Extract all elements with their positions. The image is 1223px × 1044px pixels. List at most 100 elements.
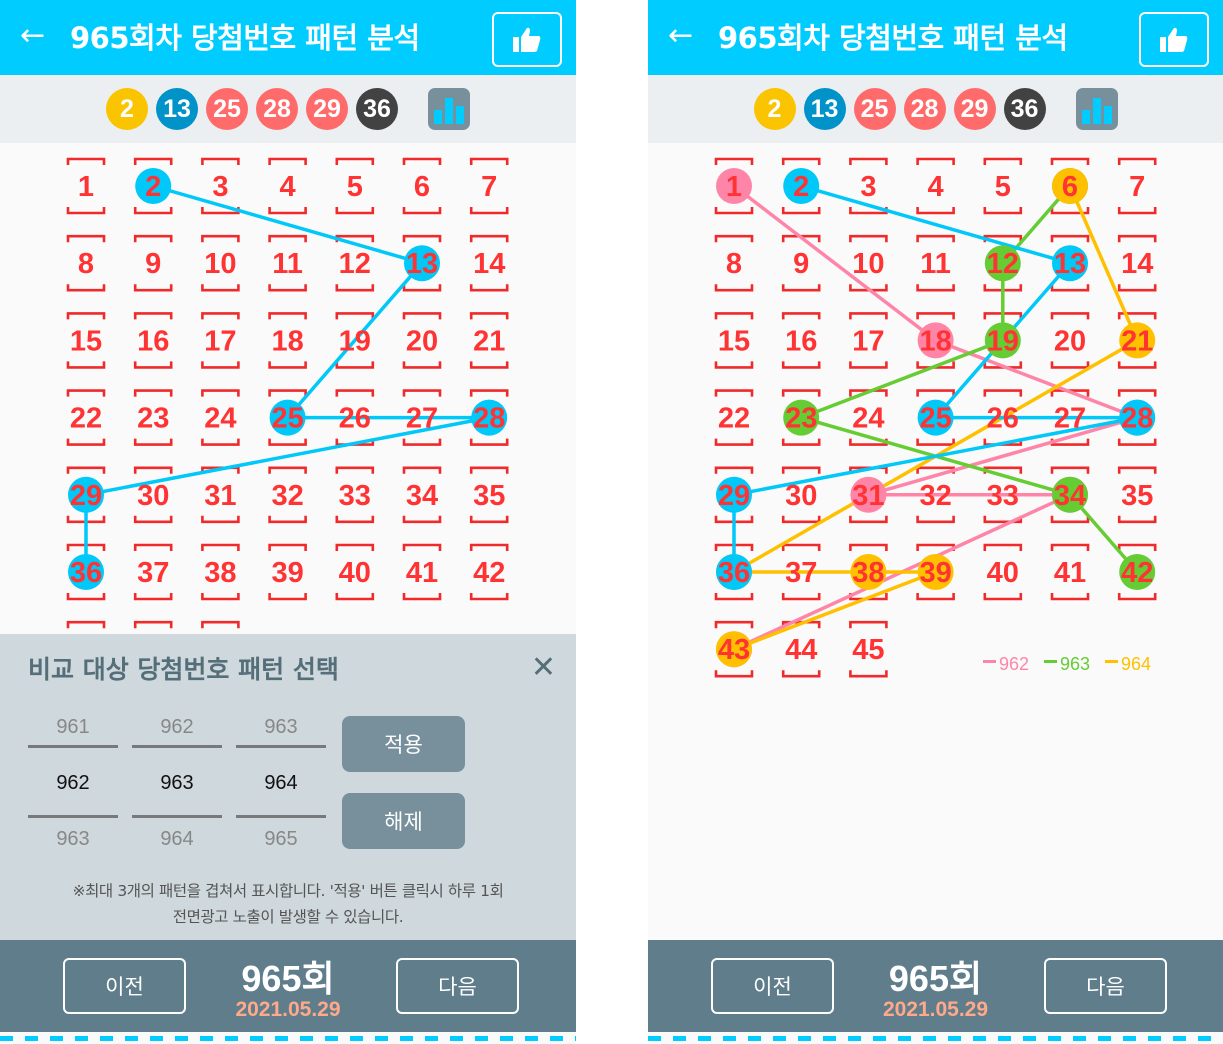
bar-chart-icon[interactable]	[428, 88, 470, 130]
picker-option[interactable]: 961	[56, 716, 90, 738]
grid-number: 41	[406, 557, 438, 589]
grid-number: 8	[78, 248, 94, 280]
grid-number: 6	[1062, 171, 1078, 203]
pattern-marker-963	[984, 322, 1021, 359]
prev-button[interactable]: 이전	[63, 958, 186, 1014]
pattern-marker-965	[716, 554, 752, 590]
grid-number: 4	[280, 171, 296, 203]
winning-ball: 2	[753, 88, 796, 130]
pattern-marker-964	[1119, 322, 1156, 359]
back-arrow-icon[interactable]: ←	[20, 18, 46, 53]
grid-number: 5	[347, 171, 363, 203]
number-cell-bracket	[66, 157, 106, 215]
like-button[interactable]	[492, 12, 562, 67]
grid-number: 22	[718, 403, 750, 435]
grid-number: 20	[406, 325, 438, 357]
round-date: 2021.05.29	[235, 998, 341, 1021]
grid-number: 2	[793, 171, 809, 203]
number-cell-bracket	[133, 234, 173, 292]
next-button[interactable]: 다음	[1044, 958, 1167, 1014]
legend-swatch-963	[1044, 660, 1057, 663]
winning-ball: 36	[356, 88, 398, 130]
number-cell-bracket	[469, 234, 509, 292]
close-icon[interactable]: ✕	[530, 650, 556, 685]
pattern-marker-962	[850, 476, 887, 513]
picker-option[interactable]: 965	[264, 828, 298, 850]
round-footer: 이전 965회 2021.05.29 다음	[648, 940, 1223, 1032]
bar-chart-icon[interactable]	[1075, 88, 1118, 130]
grid-number: 3	[212, 171, 228, 203]
pattern-marker-965	[68, 554, 104, 590]
number-cell-bracket	[201, 620, 240, 629]
divider	[28, 815, 118, 818]
prev-button[interactable]: 이전	[711, 958, 834, 1014]
number-cell-bracket	[714, 389, 754, 446]
grid-number: 18	[919, 325, 951, 357]
number-cell-bracket	[1117, 389, 1157, 446]
back-arrow-icon[interactable]: ←	[668, 18, 694, 53]
number-cell-bracket	[781, 157, 821, 215]
pattern-marker-965	[1052, 245, 1088, 282]
apply-button[interactable]: 적용	[342, 716, 465, 772]
winning-ball: 13	[156, 88, 198, 130]
round-picker-3[interactable]: 963 964 965	[236, 714, 326, 854]
pattern-marker-965	[716, 476, 752, 513]
pattern-line-965	[732, 184, 1138, 572]
winning-ball: 28	[903, 88, 946, 130]
grid-number: 1	[726, 171, 742, 203]
winning-numbers-bar: 2 13 25 28 29 36	[648, 75, 1223, 143]
legend-swatch-962	[983, 660, 996, 663]
number-cell-bracket	[335, 157, 375, 215]
grid-number: 39	[271, 557, 303, 589]
round-picker-1[interactable]: 961 962 963	[28, 714, 118, 854]
grid-number: 23	[137, 403, 169, 435]
grid-number: 45	[852, 634, 884, 666]
picker-option[interactable]: 964	[160, 828, 194, 850]
number-cell-bracket	[133, 389, 173, 446]
pattern-marker-963	[984, 245, 1021, 282]
sheet-note: ※최대 3개의 패턴을 겹쳐서 표시합니다. '적용' 버튼 클릭시 하루 1회…	[0, 878, 576, 930]
picker-selected[interactable]: 962	[56, 772, 90, 794]
round-number: 965회	[888, 958, 983, 999]
winning-ball: 2	[106, 88, 148, 130]
number-cell-bracket	[133, 620, 173, 629]
winning-ball: 29	[953, 88, 996, 130]
picker-selected[interactable]: 964	[264, 772, 298, 794]
pattern-marker-965	[917, 399, 954, 436]
grid-number: 16	[137, 325, 169, 357]
clear-button[interactable]: 해제	[342, 793, 465, 849]
grid-number: 21	[473, 325, 505, 357]
dashed-divider	[648, 1036, 1223, 1041]
number-cell-bracket	[402, 389, 442, 446]
number-cell-bracket	[402, 312, 442, 369]
sheet-title: 비교 대상 당첨번호 패턴 선택	[28, 655, 339, 684]
grid-number: 21	[1121, 325, 1153, 357]
number-cell-bracket	[268, 157, 307, 215]
pattern-line-965	[84, 184, 490, 572]
picker-selected[interactable]: 963	[160, 772, 194, 794]
round-picker-2[interactable]: 962 963 964	[132, 714, 222, 854]
like-button[interactable]	[1139, 12, 1209, 67]
app-header: ← 965회차 당첨번호 패턴 분석	[0, 0, 576, 75]
number-cell-bracket	[469, 389, 509, 446]
grid-number: 33	[987, 480, 1019, 512]
pattern-marker-965	[783, 168, 820, 204]
grid-number: 3	[860, 171, 876, 203]
grid-number: 43	[718, 634, 750, 666]
grid-number: 30	[137, 480, 169, 512]
number-cell-bracket	[849, 312, 888, 369]
picker-option[interactable]: 962	[160, 716, 194, 738]
next-button[interactable]: 다음	[396, 958, 519, 1014]
round-date: 2021.05.29	[882, 998, 989, 1021]
note-line: ※최대 3개의 패턴을 겹쳐서 표시합니다. '적용' 버튼 클릭시 하루 1회	[72, 882, 504, 900]
number-cell-bracket	[201, 389, 240, 446]
pattern-marker-964	[1052, 168, 1088, 204]
pattern-marker-965	[269, 399, 306, 436]
grid-number: 8	[726, 248, 742, 280]
picker-option[interactable]: 963	[56, 828, 90, 850]
picker-option[interactable]: 963	[264, 716, 298, 738]
grid-number: 7	[1129, 171, 1145, 203]
number-cell-bracket	[133, 312, 173, 369]
number-cell-bracket	[1117, 466, 1157, 524]
legend-label-962: 962	[999, 654, 1029, 674]
